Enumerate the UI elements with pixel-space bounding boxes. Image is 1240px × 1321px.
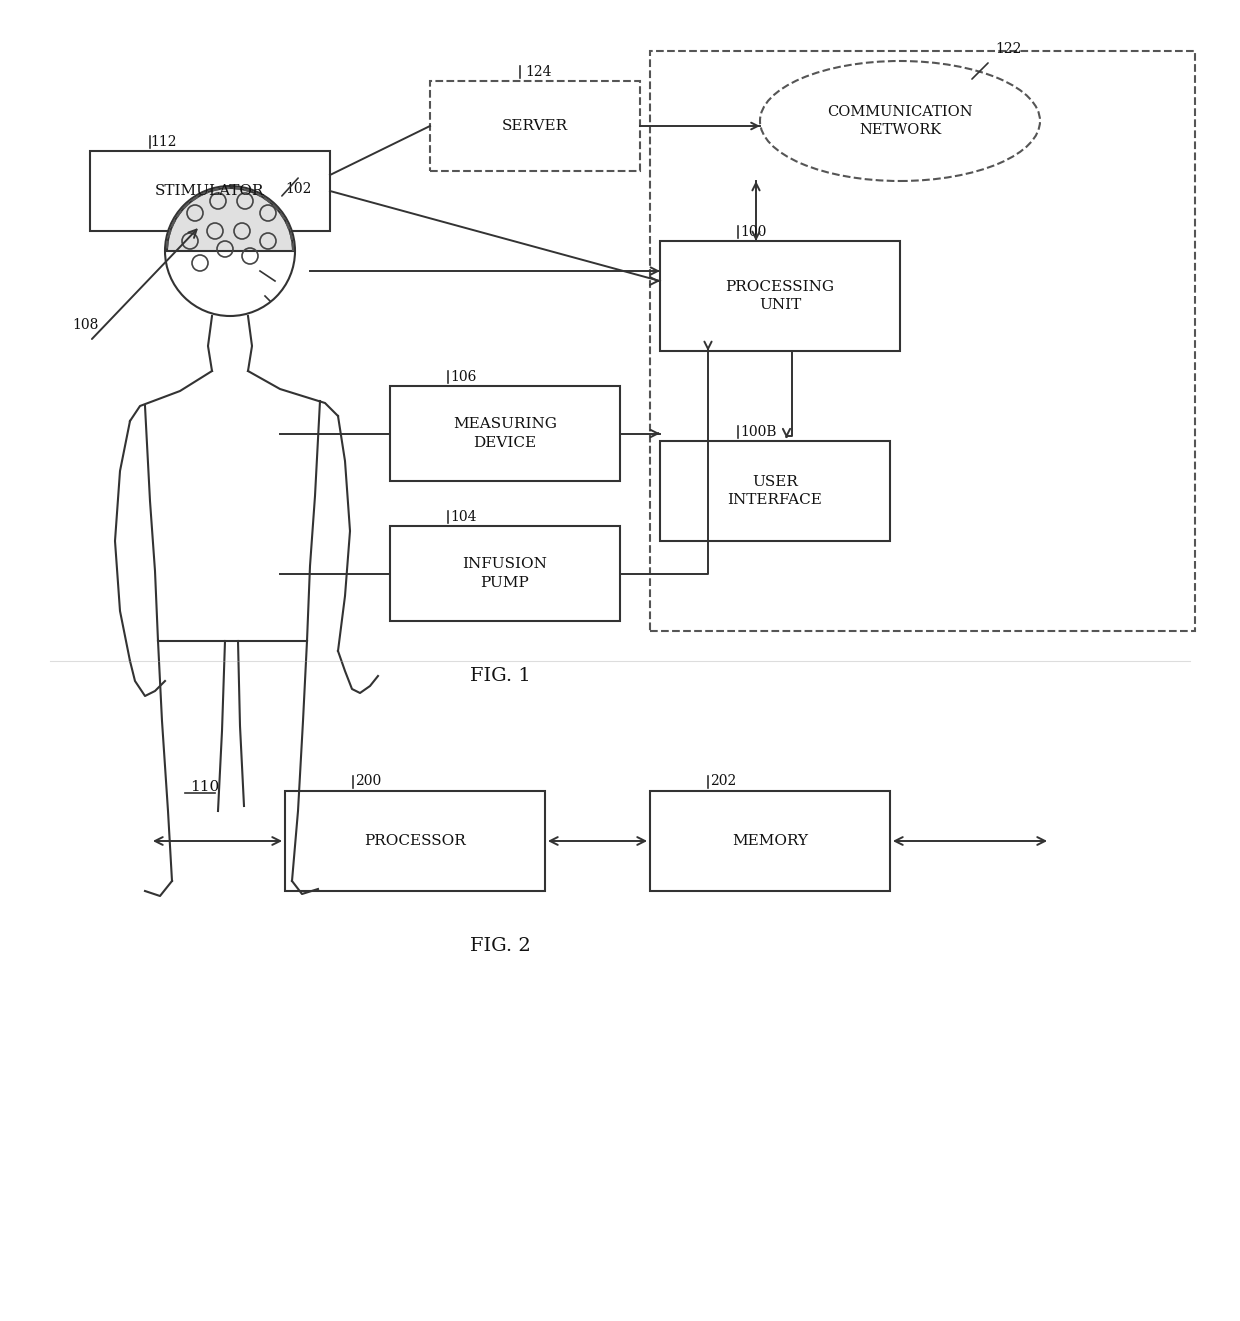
Text: 112: 112 (150, 135, 176, 149)
Bar (660, 441, 890, 542)
Text: PROCESSOR: PROCESSOR (365, 834, 466, 848)
Text: SERVER: SERVER (502, 119, 568, 133)
Text: FIG. 2: FIG. 2 (470, 937, 531, 955)
Text: FIG. 1: FIG. 1 (470, 667, 531, 686)
Text: 108: 108 (72, 318, 98, 332)
Text: 102: 102 (285, 182, 311, 196)
Text: USER
INTERFACE: USER INTERFACE (728, 474, 822, 507)
Bar (650, 52, 1195, 631)
Bar (650, 791, 890, 890)
Text: INFUSION
PUMP: INFUSION PUMP (463, 557, 547, 589)
Text: 100: 100 (740, 225, 766, 239)
Bar (430, 81, 640, 170)
Text: 104: 104 (450, 510, 476, 524)
Wedge shape (167, 188, 293, 251)
Text: 200: 200 (355, 774, 381, 789)
Bar (660, 240, 900, 351)
Text: 122: 122 (994, 42, 1022, 55)
Text: 106: 106 (450, 370, 476, 384)
Text: STIMULATOR: STIMULATOR (155, 184, 265, 198)
Text: PROCESSING
UNIT: PROCESSING UNIT (725, 280, 835, 312)
Bar (285, 791, 546, 890)
Text: COMMUNICATION
NETWORK: COMMUNICATION NETWORK (827, 104, 973, 137)
Text: 124: 124 (525, 65, 552, 79)
Bar (391, 386, 620, 481)
Bar (91, 151, 330, 231)
Bar (391, 526, 620, 621)
Text: 202: 202 (711, 774, 737, 789)
Text: MEASURING
DEVICE: MEASURING DEVICE (453, 417, 557, 449)
Text: 100B: 100B (740, 425, 776, 439)
Text: MEMORY: MEMORY (732, 834, 808, 848)
Text: 110: 110 (190, 779, 219, 794)
Circle shape (165, 186, 295, 316)
